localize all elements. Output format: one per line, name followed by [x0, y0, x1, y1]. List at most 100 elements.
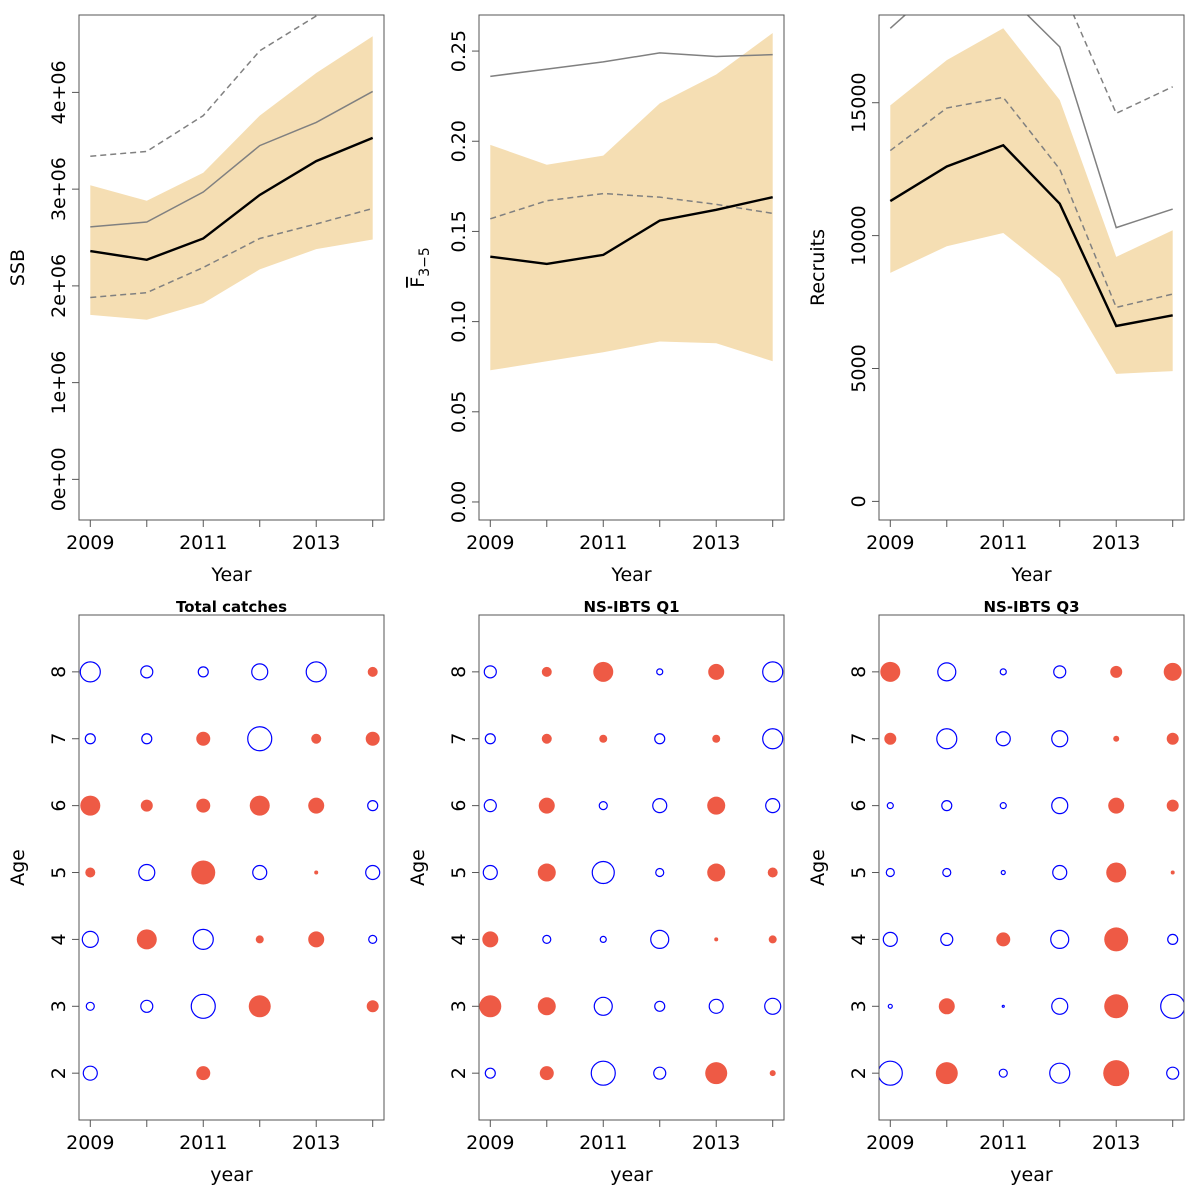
x-tick-label: 2009: [466, 532, 514, 554]
x-tick-label: 2009: [866, 532, 914, 554]
y-tick-label: 8: [48, 666, 70, 678]
panel-6: 2009 2011 2013 year 2 3 4 5 6 7 8 Age NS-IBTS Q3: [807, 598, 1185, 1186]
x-tick-label: 2011: [979, 1132, 1027, 1154]
panel-4: 2009 2011 2013 year 2 3 4 5 6 7 8 Age Total catches: [7, 598, 385, 1186]
y-tick-label: 10000: [848, 205, 870, 265]
y-tick-label: 6: [448, 800, 470, 812]
y-tick-label: 5: [848, 866, 870, 878]
y-axis-title: Age: [807, 849, 829, 886]
negative-residual-bubble: [247, 726, 273, 752]
y-tick-label: 3: [448, 1000, 470, 1012]
positive-residual-bubble: [996, 932, 1011, 947]
x-axis: 2009 2011 2013: [866, 519, 1174, 554]
negative-residual-bubble: [654, 1000, 666, 1012]
panel-title: Total catches: [176, 598, 287, 616]
positive-residual-bubble: [537, 997, 556, 1016]
negative-residual-bubble: [936, 728, 958, 750]
y-tick-label: 5: [48, 866, 70, 878]
positive-residual-bubble: [1166, 799, 1179, 812]
negative-residual-bubble: [138, 863, 156, 882]
y-tick-label: 0: [848, 495, 870, 507]
positive-residual-bubble: [1103, 1060, 1130, 1087]
negative-residual-bubble: [1160, 993, 1184, 1019]
x-tick-label: 2009: [66, 532, 114, 554]
x-tick-label: 2009: [66, 1132, 114, 1154]
negative-residual-bubble: [937, 662, 957, 682]
x-tick-label: 2013: [692, 1132, 740, 1154]
y-tick-label: 2: [848, 1067, 870, 1079]
positive-residual-bubble: [365, 731, 380, 746]
x-axis: 2009 2011 2013: [466, 519, 774, 554]
positive-residual-bubble: [311, 733, 322, 744]
x-tick-label: 2011: [579, 1132, 627, 1154]
positive-residual-bubble: [599, 734, 608, 743]
positive-residual-bubble: [248, 995, 271, 1018]
positive-residual-bubble: [80, 795, 101, 816]
y-tick-label: 0.15: [448, 210, 470, 252]
positive-residual-bubble: [1104, 994, 1129, 1019]
y-tick-label: 7: [48, 733, 70, 745]
positive-residual-bubble: [1113, 735, 1120, 742]
negative-residual-bubble: [652, 798, 668, 814]
negative-residual-bubble: [82, 1065, 98, 1081]
x-tick-label: 2013: [292, 532, 340, 554]
y-axis: 2 3 4 5 6 7 8: [48, 666, 80, 1079]
y-tick-label: 0.00: [448, 481, 470, 523]
positive-residual-bubble: [938, 998, 955, 1015]
negative-residual-bubble: [190, 993, 216, 1019]
x-tick-label: 2011: [979, 532, 1027, 554]
negative-residual-bubble: [1051, 730, 1069, 748]
positive-residual-bubble: [85, 867, 96, 878]
x-axis-title: year: [610, 1164, 653, 1186]
y-tick-label: 0.05: [448, 391, 470, 433]
panel-title: NS-IBTS Q1: [583, 598, 679, 616]
negative-residual-bubble: [655, 867, 665, 878]
negative-residual-bubble: [942, 867, 952, 878]
negative-residual-bubble: [886, 802, 894, 810]
y-axis-title: F3−5: [407, 247, 433, 287]
positive-residual-bubble: [308, 931, 325, 948]
positive-residual-bubble: [1106, 862, 1127, 883]
positive-residual-bubble: [714, 937, 719, 942]
plot-area: [90, 15, 374, 320]
positive-residual-bubble: [593, 661, 614, 682]
positive-residual-bubble: [255, 935, 264, 944]
reference-dashed-line: [90, 207, 373, 299]
negative-residual-bubble: [764, 997, 782, 1015]
y-tick-label: 2: [448, 1067, 470, 1079]
negative-residual-bubble: [941, 800, 953, 812]
negative-residual-bubble: [1167, 933, 1179, 946]
reference-line: [889, 15, 1173, 229]
negative-residual-bubble: [1050, 929, 1070, 950]
negative-residual-bubble: [1051, 797, 1069, 815]
positive-residual-bubble: [935, 1062, 958, 1085]
negative-residual-bubble: [252, 864, 268, 881]
negative-residual-bubble: [650, 929, 670, 950]
negative-residual-bubble: [305, 661, 327, 683]
panel-title: NS-IBTS Q3: [983, 598, 1079, 616]
y-axis-title: Age: [407, 849, 429, 886]
y-tick-label: 3: [848, 1000, 870, 1012]
x-axis-title: Year: [210, 564, 251, 586]
x-tick-label: 2011: [179, 1132, 227, 1154]
negative-residual-bubble: [762, 728, 784, 750]
y-tick-label: 1e+06: [48, 351, 70, 415]
x-tick-label: 2013: [1092, 532, 1140, 554]
panel-1: 2009 2011 2013 Year 0e+00 1e+06 2e+06 3e+06 4e+0…: [7, 14, 385, 586]
y-tick-label: 3e+06: [48, 157, 70, 221]
y-tick-label: 5: [448, 866, 470, 878]
x-tick-label: 2013: [292, 1132, 340, 1154]
y-tick-label: 4: [448, 933, 470, 945]
estimate-line: [889, 143, 1173, 328]
negative-residual-bubble: [591, 860, 615, 885]
y-tick-label: 0.20: [448, 120, 470, 162]
y-tick-label: 8: [448, 666, 470, 678]
positive-residual-bubble: [308, 797, 325, 814]
confidence-band: [490, 33, 773, 371]
negative-residual-bubble: [192, 928, 214, 951]
y-tick-label: 4: [48, 933, 70, 945]
y-tick-label: 6: [848, 800, 870, 812]
x-tick-label: 2013: [1092, 1132, 1140, 1154]
positive-residual-bubble: [196, 798, 211, 813]
